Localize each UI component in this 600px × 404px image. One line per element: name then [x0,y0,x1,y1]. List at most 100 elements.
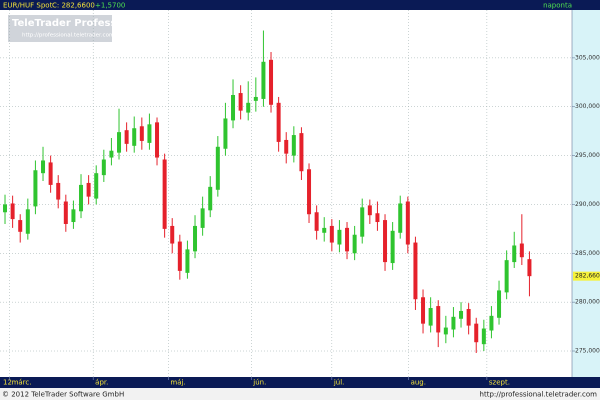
watermark-brand: TeleTrader Professional [12,18,144,29]
y-tick-label: 295,0000 [575,152,600,159]
candle-body [56,182,61,200]
candle-body [208,186,213,211]
candle-body [314,212,319,231]
y-tick-label: 285,0000 [575,250,600,257]
candle-body [375,213,380,223]
candle-body [443,327,448,335]
x-tick-label: ápr. [95,379,108,387]
y-tick-label: 275,0000 [575,348,600,355]
candle-body [284,139,289,154]
last-quote: C: 282,6600 [52,2,95,10]
candle-body [413,242,418,300]
candle-body [10,203,15,220]
watermark-box [8,15,112,42]
copyright: © 2012 TeleTrader Software GmbH [2,391,124,399]
candle-body [246,102,251,113]
candle-body [41,160,46,174]
candle-body [25,209,30,234]
candle-body [428,308,433,326]
year-label: 12 [3,379,12,387]
candle-body [291,135,296,156]
candle-body [352,234,357,254]
last-price-marker [573,271,600,281]
candle-body [162,159,167,229]
candle-body [193,225,198,252]
x-tick-label: júl. [333,379,345,387]
x-tick-label: szept. [489,379,510,387]
x-tick-label: márc. [12,379,32,387]
plot-area [0,10,572,377]
candle-body [139,126,144,141]
candle-body [322,227,327,233]
candle-body [474,323,479,343]
x-tick-label: máj. [170,379,185,387]
candle-body [497,290,502,318]
time-axis [0,377,600,388]
candle-body [451,316,456,330]
candle-body [101,159,106,176]
candle-body [223,118,228,149]
candle-body [132,128,137,146]
candle-body [86,182,91,197]
candle-body [421,297,426,324]
candle-body [519,243,524,258]
candle-body [33,170,38,207]
candle-body [253,96,258,101]
candle-body [63,201,68,224]
candle-body [329,225,334,243]
y-tick-label: 305,0000 [575,54,600,61]
candle-body [231,95,236,121]
y-tick-label: 300,0000 [575,103,600,110]
candle-body [170,225,175,244]
candle-body [18,220,23,232]
candle-body [337,229,342,245]
candle-body [155,122,160,158]
y-tick-label: 290,0000 [575,201,600,208]
candle-body [390,230,395,264]
candle-body [177,241,182,271]
candle-body [261,61,266,99]
footer-url: http://professional.teletrader.com [480,391,598,399]
candle-body [79,184,84,212]
candle-body [276,102,281,142]
candle-body [185,249,190,273]
candle-body [504,260,509,293]
candle-body [71,209,76,223]
x-tick-label: aug. [411,379,426,387]
instrument: EUR/HUF Spot [3,2,53,10]
candle-body [200,208,205,228]
candle-body [436,306,441,333]
candle-body [269,59,274,105]
candle-body [481,328,486,345]
candle-body [405,201,410,245]
candle-body [345,227,350,252]
candle-body [367,205,372,216]
candle-body [459,310,464,319]
header-bar [0,0,600,10]
candle-body [383,220,388,263]
candle-body [238,93,243,111]
candle-body [147,124,152,143]
candle-body [466,308,471,326]
candle-body [307,169,312,215]
candle-body [94,173,99,199]
x-tick-label: jún. [252,379,266,387]
candle-body [360,207,365,237]
candle-body [398,203,403,233]
candle-body [109,150,114,158]
candle-body [299,133,304,172]
change: +1,5700 [95,2,125,10]
price-axis [572,10,600,377]
candle-body [489,315,494,331]
footer-bar [0,388,600,400]
candle-body [124,130,129,144]
candle-body [527,259,532,277]
y-tick-label: 280,0000 [575,299,600,306]
candle-body [48,162,53,185]
candle-body [117,132,122,153]
last-price-label: 282,6600 [575,273,600,280]
candle-body [512,245,517,263]
candle-body [215,146,220,190]
candle-body [3,204,8,213]
